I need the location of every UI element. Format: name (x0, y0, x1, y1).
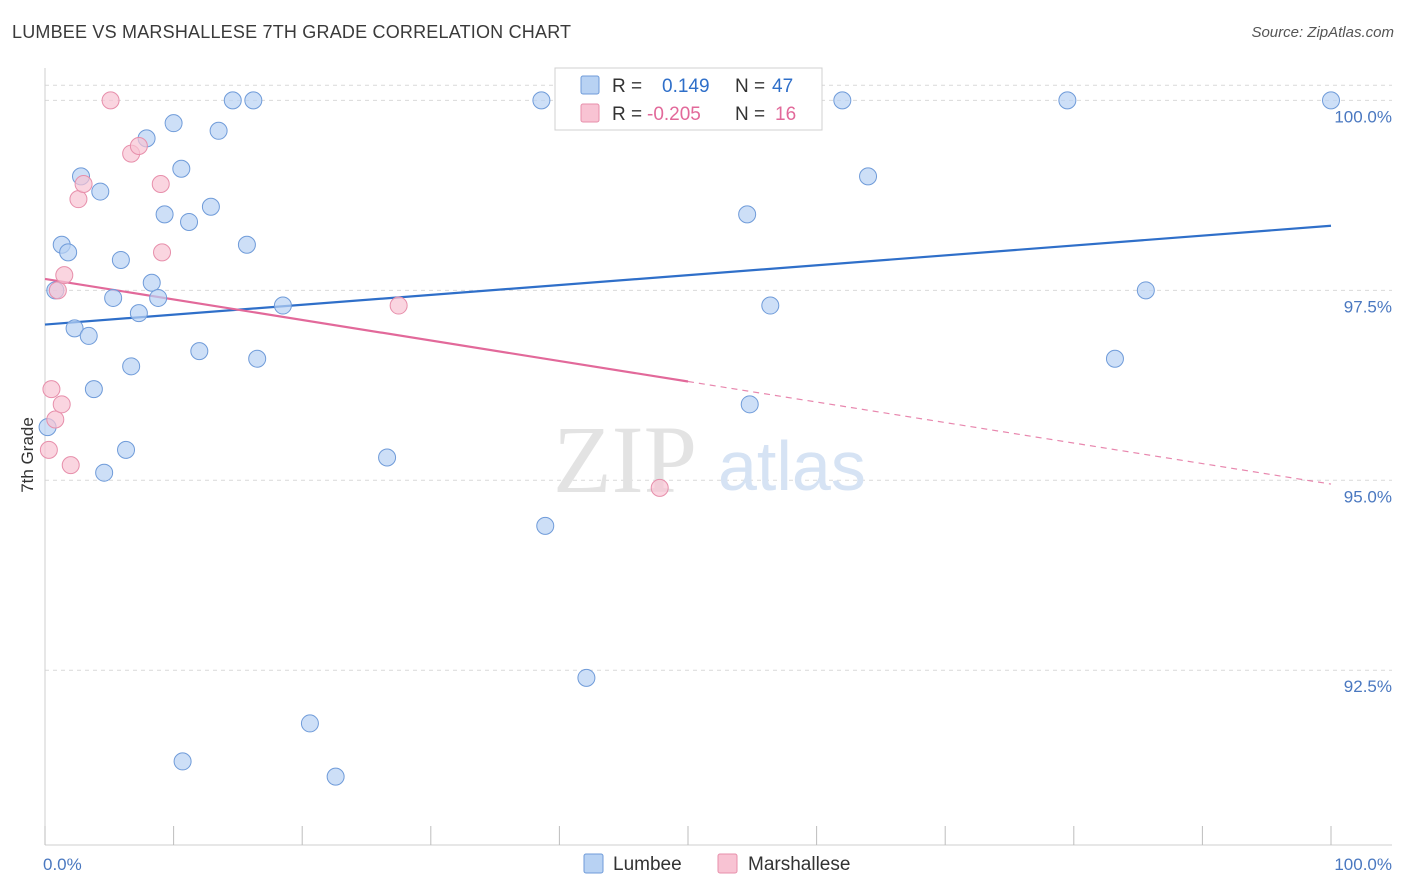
point-lumbee-4 (65, 319, 84, 338)
point-lumbee-24 (201, 197, 220, 216)
point-marshallese-11 (129, 136, 148, 155)
point-lumbee-41 (833, 91, 852, 110)
point-lumbee-17 (149, 288, 168, 307)
grid-layer (45, 84, 1392, 671)
point-lumbee-46 (1322, 91, 1340, 110)
point-marshallese-14 (389, 296, 408, 315)
point-lumbee-27 (237, 235, 256, 254)
legend-swatch-marshallese (580, 103, 600, 123)
point-marshallese-15 (650, 478, 669, 497)
legend-r-label-marshallese: R = (612, 104, 642, 125)
bottom-legend-label-lumbee: Lumbee (613, 854, 682, 875)
axis-layer: 92.5% 95.0% 97.5% 100.0% 0.0% 100.0% (43, 68, 1392, 874)
point-lumbee-6 (79, 326, 98, 345)
trend-line-marshallese (44, 277, 689, 383)
point-marshallese-1 (42, 380, 61, 399)
point-lumbee-8 (91, 182, 110, 201)
point-lumbee-38 (738, 205, 757, 224)
point-lumbee-9 (95, 463, 114, 482)
point-marshallese-8 (74, 174, 93, 193)
point-lumbee-34 (532, 91, 551, 110)
source-label: Source: ZipAtlas.com (1251, 24, 1394, 41)
point-marshallese-12 (151, 174, 170, 193)
y-tick-label-0: 92.5% (1344, 677, 1392, 696)
y-tick-label-2: 97.5% (1344, 297, 1392, 316)
point-lumbee-43 (1058, 91, 1077, 110)
bottom-legend-swatch-marshallese (717, 853, 738, 874)
legend-n-label-marshallese: N = (735, 104, 765, 125)
legend-r-label-lumbee: R = (612, 76, 642, 97)
point-lumbee-35 (536, 516, 555, 535)
watermark-zip: ZIP (553, 406, 697, 513)
point-lumbee-3 (59, 243, 78, 262)
point-lumbee-21 (173, 752, 192, 771)
point-lumbee-11 (111, 250, 130, 269)
legend-swatch-lumbee (580, 75, 600, 95)
point-lumbee-28 (244, 91, 263, 110)
point-lumbee-32 (326, 767, 345, 786)
point-lumbee-14 (129, 304, 148, 323)
y-tick-label-3: 100.0% (1334, 107, 1392, 126)
point-lumbee-33 (378, 448, 397, 467)
point-lumbee-39 (740, 395, 759, 414)
point-lumbee-29 (248, 349, 267, 368)
point-lumbee-23 (190, 342, 209, 361)
point-lumbee-22 (180, 212, 199, 231)
legend-n-value-lumbee: 47 (772, 76, 793, 97)
point-marshallese-4 (52, 395, 71, 414)
legend-r-value-marshallese: -0.205 (647, 104, 701, 125)
point-lumbee-25 (209, 121, 228, 140)
point-lumbee-40 (761, 296, 780, 315)
y-tick-label-1: 95.0% (1344, 487, 1392, 506)
point-lumbee-31 (300, 714, 319, 733)
legend-box: R = 0.149 N = 47 R = -0.205 N = 16 (554, 67, 823, 131)
point-lumbee-26 (223, 91, 242, 110)
legend-r-value-lumbee: 0.149 (662, 76, 710, 97)
point-lumbee-16 (142, 273, 161, 292)
point-lumbee-13 (122, 357, 141, 376)
bottom-legend-label-marshallese: Marshallese (748, 854, 850, 875)
trend-line-marshallese-extension (687, 380, 1332, 485)
point-marshallese-13 (153, 243, 172, 262)
point-lumbee-30 (273, 296, 292, 315)
point-marshallese-6 (61, 456, 80, 475)
point-lumbee-18 (155, 205, 174, 224)
point-lumbee-45 (1136, 281, 1155, 300)
point-lumbee-42 (859, 167, 878, 186)
y-axis-label: 7th Grade (18, 417, 37, 493)
bottom-legend: Lumbee Marshallese (583, 853, 850, 875)
point-marshallese-3 (48, 281, 67, 300)
legend-n-label-lumbee: N = (735, 76, 765, 97)
points-layer (38, 91, 1340, 786)
point-lumbee-44 (1105, 349, 1124, 368)
x-tick-label-1: 100.0% (1334, 855, 1392, 874)
point-marshallese-9 (101, 91, 120, 110)
chart-title: LUMBEE VS MARSHALLESE 7TH GRADE CORRELAT… (12, 22, 572, 42)
point-marshallese-0 (39, 440, 58, 459)
point-lumbee-10 (104, 288, 123, 307)
point-marshallese-2 (46, 410, 65, 429)
point-lumbee-12 (117, 440, 136, 459)
point-lumbee-19 (164, 114, 183, 133)
trend-line-lumbee (44, 224, 1332, 326)
legend-n-value-marshallese: 16 (775, 104, 796, 125)
point-lumbee-7 (84, 380, 103, 399)
bottom-legend-swatch-lumbee (583, 853, 604, 874)
x-tick-label-0: 0.0% (43, 855, 82, 874)
watermark-atlas: atlas (718, 427, 866, 505)
point-lumbee-20 (172, 159, 191, 178)
point-marshallese-5 (55, 266, 74, 285)
point-lumbee-36 (577, 668, 596, 687)
point-marshallese-7 (69, 190, 88, 209)
